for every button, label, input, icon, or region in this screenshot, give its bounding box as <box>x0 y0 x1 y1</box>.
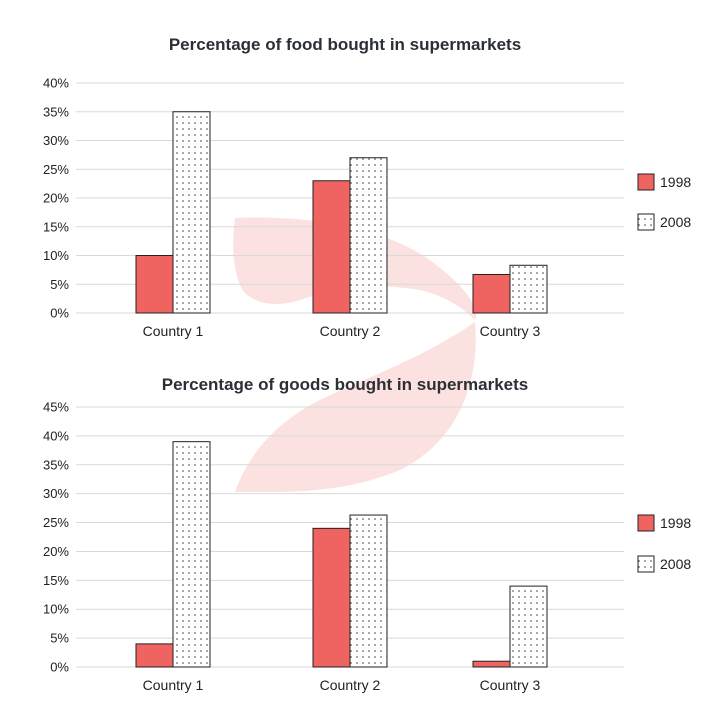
y-tick-label: 40% <box>43 428 69 443</box>
x-tick-label: Country 2 <box>320 323 381 339</box>
x-tick-label: Country 3 <box>480 323 541 339</box>
bar-1998-country-3 <box>472 660 511 668</box>
legend: 1998 2008 <box>637 514 691 573</box>
x-tick-label: Country 2 <box>320 677 381 693</box>
y-tick-label: 35% <box>43 104 69 119</box>
x-axis: Country 1 Country 2 Country 3 <box>143 677 541 693</box>
legend-swatch-1998 <box>637 514 655 532</box>
bar-2008-country-3 <box>509 585 548 668</box>
y-tick-label: 10% <box>43 602 69 617</box>
goods-chart: Percentage of goods bought in supermarke… <box>43 375 691 693</box>
y-tick-label: 40% <box>43 76 69 91</box>
legend-swatch-1998 <box>637 173 655 191</box>
y-tick-label: 25% <box>43 162 69 177</box>
x-tick-label: Country 3 <box>480 677 541 693</box>
bar-2008-country-3 <box>509 264 548 314</box>
y-tick-label: 0% <box>50 306 69 321</box>
bar-1998-country-1 <box>135 643 174 668</box>
chart-title: Percentage of goods bought in supermarke… <box>162 375 529 394</box>
y-tick-label: 5% <box>50 631 69 646</box>
y-tick-label: 30% <box>43 133 69 148</box>
legend-swatch-2008 <box>637 555 655 573</box>
bar-1998-country-3 <box>472 273 511 314</box>
plot-area <box>135 441 548 668</box>
y-tick-label: 5% <box>50 277 69 292</box>
legend-label-1998: 1998 <box>660 174 691 190</box>
bar-2008-country-1 <box>172 441 211 668</box>
legend-label-1998: 1998 <box>660 515 691 531</box>
y-tick-label: 20% <box>43 191 69 206</box>
legend: 1998 2008 <box>637 173 691 231</box>
y-tick-label: 25% <box>43 515 69 530</box>
x-axis: Country 1 Country 2 Country 3 <box>143 323 541 339</box>
legend-label-2008: 2008 <box>660 556 691 572</box>
bar-2008-country-2 <box>349 514 388 668</box>
x-tick-label: Country 1 <box>143 677 204 693</box>
x-tick-label: Country 1 <box>143 323 204 339</box>
y-tick-label: 0% <box>50 660 69 675</box>
legend-swatch-2008 <box>637 213 655 231</box>
bar-1998-country-1 <box>135 255 174 314</box>
bar-2008-country-2 <box>349 157 388 314</box>
y-tick-label: 35% <box>43 457 69 472</box>
y-tick-label: 20% <box>43 544 69 559</box>
y-tick-label: 15% <box>43 219 69 234</box>
plot-area <box>135 111 548 314</box>
y-tick-label: 15% <box>43 573 69 588</box>
bar-2008-country-1 <box>172 111 211 314</box>
y-tick-label: 30% <box>43 486 69 501</box>
y-tick-label: 45% <box>43 400 69 415</box>
legend-label-2008: 2008 <box>660 214 691 230</box>
y-tick-label: 10% <box>43 248 69 263</box>
bar-1998-country-2 <box>312 180 351 314</box>
chart-title: Percentage of food bought in supermarket… <box>169 35 521 54</box>
food-chart: Percentage of food bought in supermarket… <box>43 35 691 339</box>
bar-1998-country-2 <box>312 527 351 668</box>
